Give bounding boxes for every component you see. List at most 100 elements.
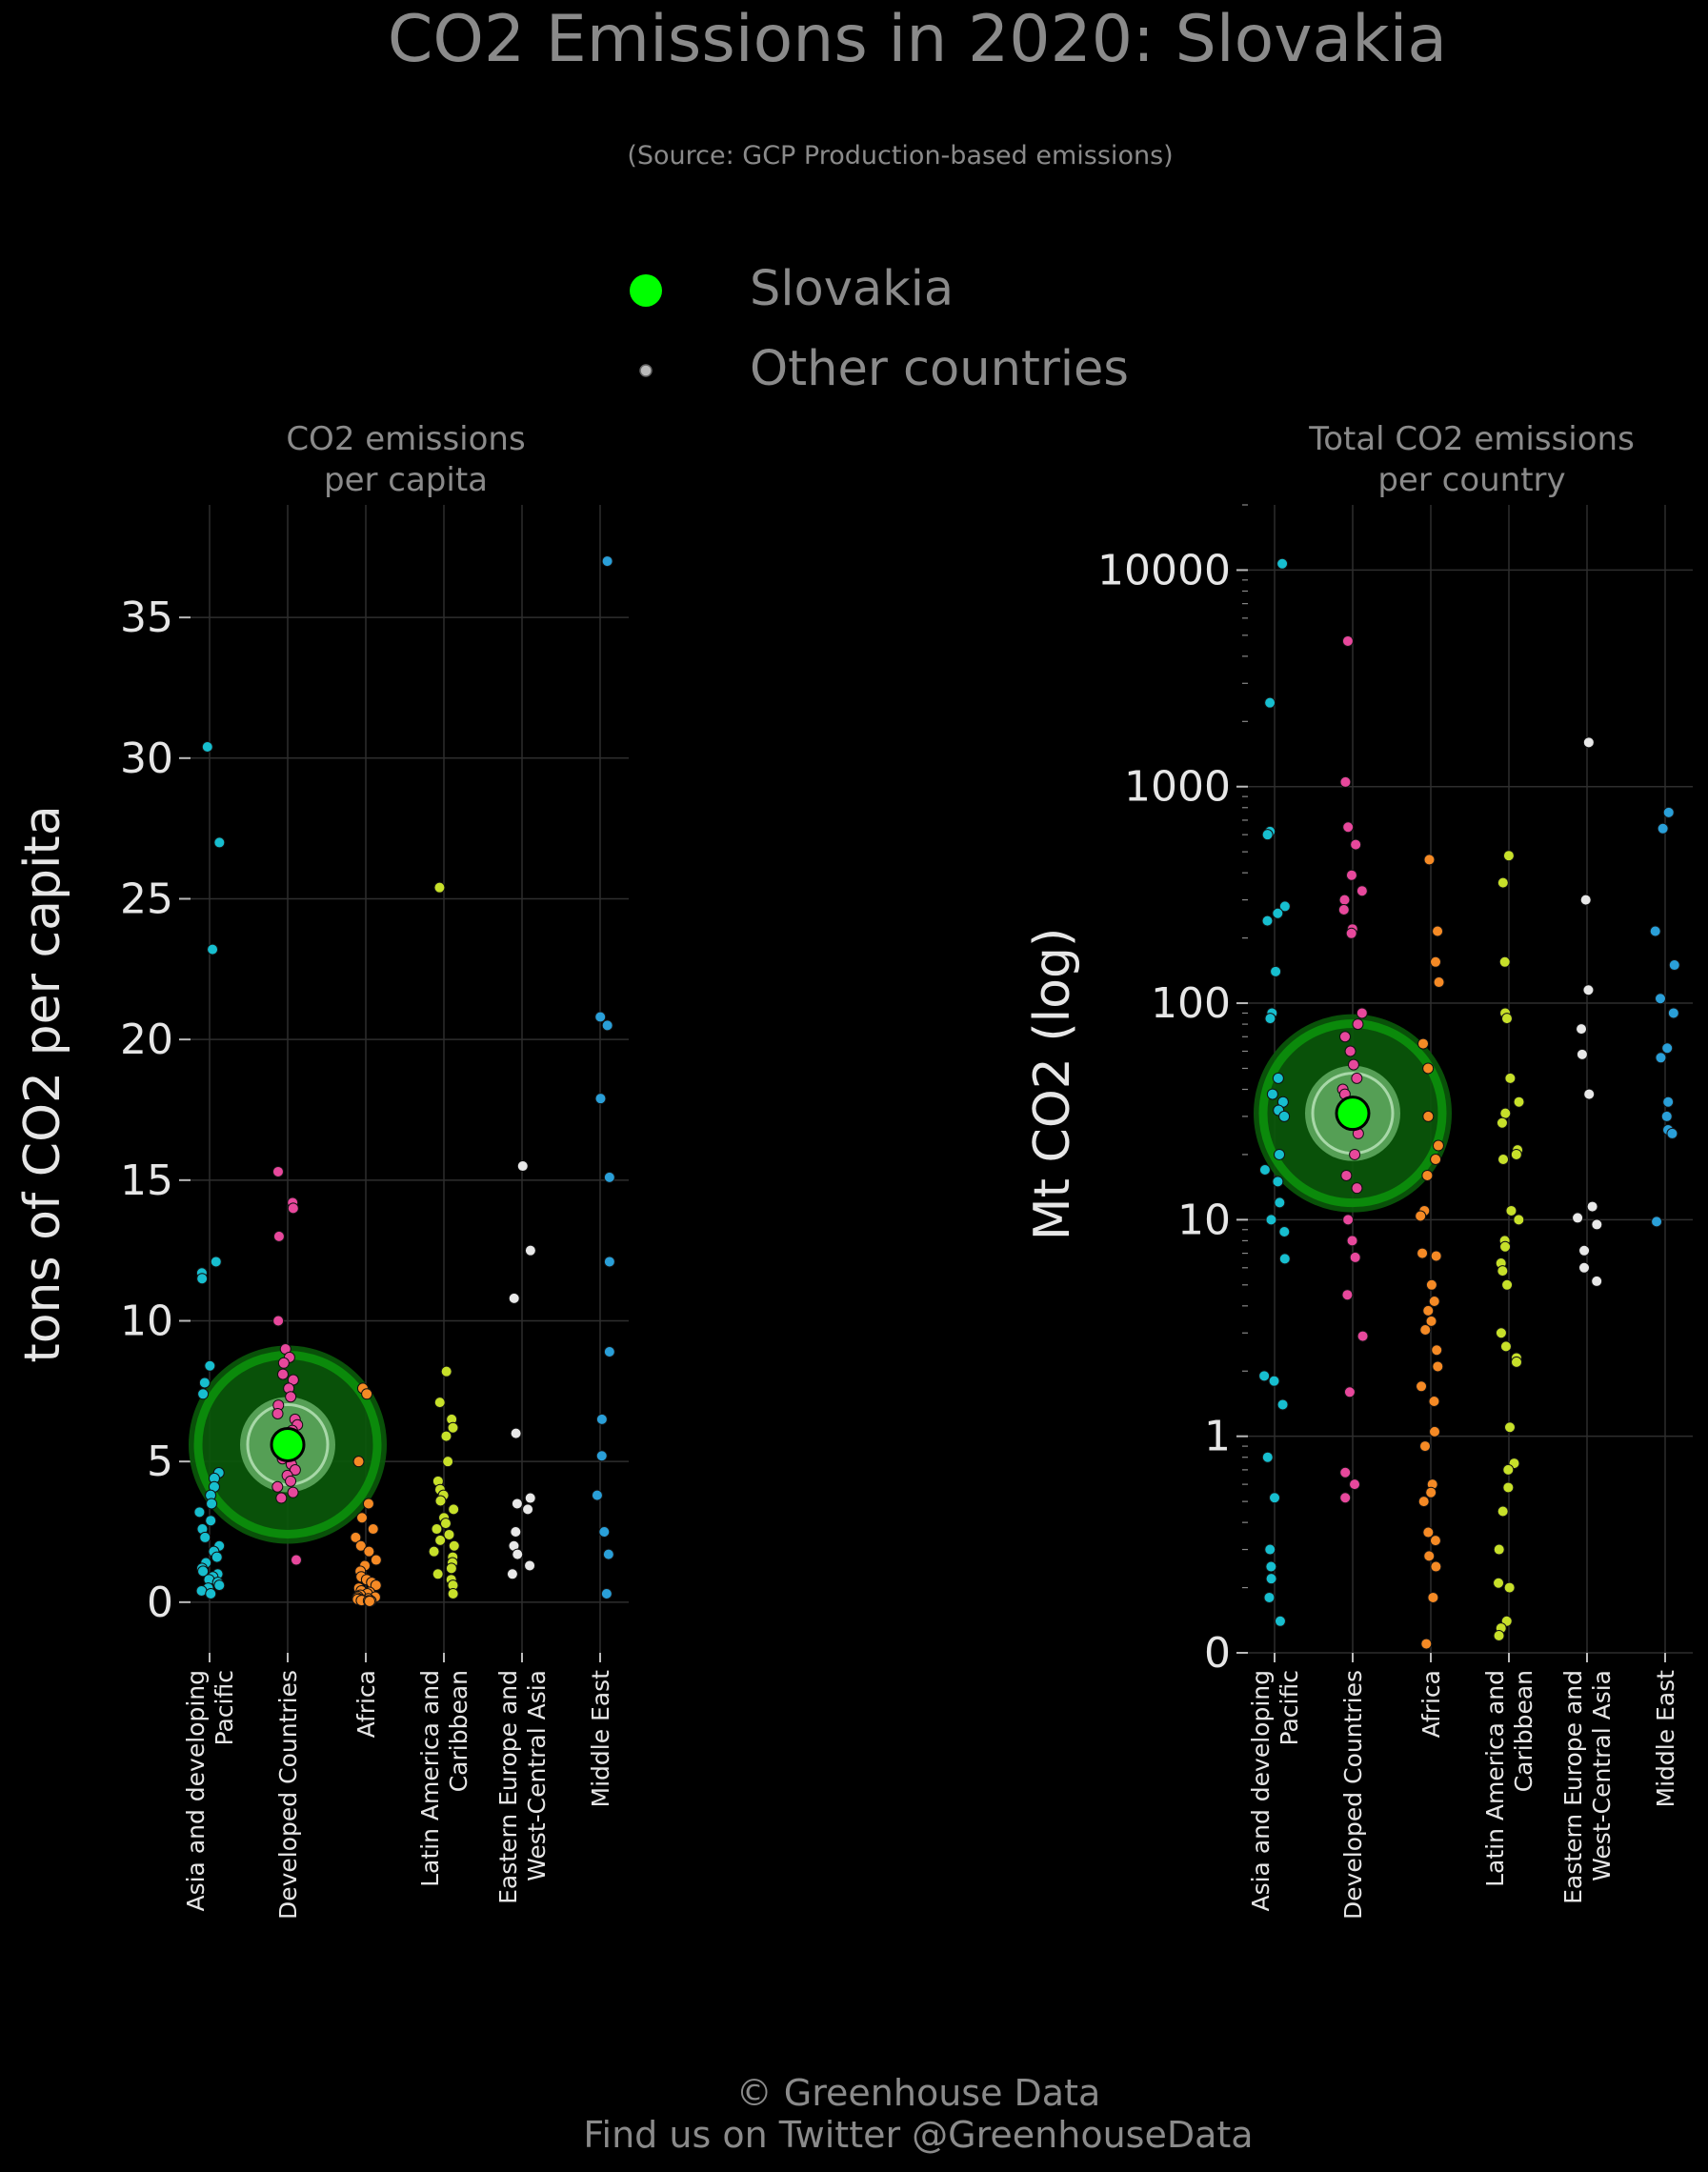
left-data-point <box>205 1515 217 1527</box>
right-data-point <box>1341 634 1354 647</box>
left-data-point <box>603 1345 615 1358</box>
right-data-point <box>1417 1247 1429 1259</box>
chart-subtitle: (Source: GCP Production-based emissions) <box>627 141 1173 171</box>
right-data-point <box>1258 1370 1271 1382</box>
right-panel-title-line2: per country <box>1377 461 1565 499</box>
left-data-point <box>448 1539 460 1552</box>
right-data-point <box>1430 1250 1442 1262</box>
right-data-point <box>1421 1169 1434 1181</box>
right-data-point <box>1263 1591 1276 1603</box>
right-data-point <box>1351 1182 1363 1195</box>
left-data-point <box>272 1230 285 1242</box>
left-data-point <box>440 1430 452 1442</box>
right-data-point <box>1505 1204 1517 1217</box>
left-x-category-label: Eastern Europe and <box>494 1670 522 1904</box>
right-data-point <box>1276 557 1289 570</box>
right-data-point <box>1583 1088 1596 1100</box>
left-data-point <box>524 1492 536 1504</box>
right-data-point <box>1274 1615 1286 1627</box>
right-data-point <box>1351 1072 1363 1084</box>
left-data-point <box>524 1559 536 1572</box>
right-data-point <box>1431 1344 1443 1357</box>
left-x-category-label: Middle East <box>587 1670 614 1808</box>
right-data-point <box>1339 775 1352 788</box>
left-panel-title-line2: per capita <box>324 461 488 499</box>
right-data-point <box>1503 1581 1516 1594</box>
left-data-point <box>271 1480 284 1493</box>
left-data-point <box>356 1512 369 1524</box>
right-data-point <box>1655 1052 1667 1064</box>
right-x-category-label: Latin America and <box>1481 1670 1509 1887</box>
left-data-point <box>522 1503 534 1516</box>
left-data-point <box>350 1531 362 1543</box>
left-y-tick-label: 0 <box>147 1579 173 1627</box>
left-data-point <box>440 1365 452 1378</box>
right-data-point <box>1422 1526 1435 1538</box>
left-data-point <box>602 1548 614 1560</box>
right-data-point <box>1586 1200 1598 1213</box>
right-x-category-label: Eastern Europe and <box>1559 1670 1587 1904</box>
left-data-point <box>510 1526 522 1538</box>
left-data-point <box>289 1464 301 1477</box>
right-data-point <box>1344 1045 1356 1057</box>
right-data-point <box>1430 1154 1442 1166</box>
right-data-point <box>1278 1253 1291 1265</box>
left-data-point <box>352 1456 365 1468</box>
right-data-point <box>1425 1278 1437 1291</box>
right-data-point <box>1272 907 1284 919</box>
right-y-axis-label: Mt CO2 (log) <box>1024 928 1081 1240</box>
left-data-point <box>600 1587 613 1599</box>
left-data-point <box>211 1551 223 1563</box>
right-data-point <box>1432 1360 1444 1373</box>
right-data-point <box>1420 1638 1433 1650</box>
left-y-axis-label: tons of CO2 per capita <box>14 805 71 1362</box>
left-data-point <box>510 1427 522 1439</box>
right-data-point <box>1499 1340 1512 1353</box>
left-data-point <box>196 1273 209 1285</box>
left-y-tick-label: 25 <box>120 875 173 923</box>
left-data-point <box>206 1498 218 1510</box>
left-data-point <box>447 1421 459 1434</box>
left-data-point <box>285 1391 297 1403</box>
right-data-point <box>1666 1127 1678 1139</box>
right-data-point <box>1417 1037 1430 1050</box>
right-data-point <box>1668 959 1680 972</box>
right-data-point <box>1495 1327 1507 1339</box>
left-data-point <box>447 1587 459 1599</box>
left-panel-title-line1: CO2 emissions <box>286 420 525 458</box>
left-data-point <box>271 1165 284 1177</box>
right-x-category-label: Africa <box>1417 1670 1445 1738</box>
right-data-point <box>1272 1072 1284 1084</box>
right-panel-title-line1: Total CO2 emissions <box>1308 420 1635 458</box>
left-data-point <box>432 1568 444 1580</box>
legend-highlight-marker <box>630 274 662 307</box>
left-data-point <box>595 1450 608 1462</box>
right-data-point <box>1422 1062 1435 1075</box>
right-data-point <box>1349 1251 1361 1263</box>
left-data-point <box>287 1486 299 1498</box>
left-x-category-label: Asia and developing <box>182 1670 210 1912</box>
right-data-point <box>1503 1421 1516 1434</box>
right-data-point <box>1422 1304 1435 1317</box>
left-data-point <box>201 740 213 753</box>
right-data-point <box>1264 1013 1276 1025</box>
right-data-point <box>1423 854 1436 866</box>
right-panel-total: 0 1 10 100 1000 10000 Asia and developing Pacif… <box>1097 504 1693 1920</box>
right-data-point <box>1342 821 1355 834</box>
left-data-point <box>285 1475 297 1487</box>
right-y-tick-label: 0 <box>1204 1629 1231 1678</box>
right-data-point <box>1493 1577 1505 1589</box>
right-data-point <box>1341 1289 1354 1301</box>
right-data-point <box>1572 1212 1584 1224</box>
right-data-point <box>1274 1148 1286 1160</box>
right-data-point <box>1272 1176 1284 1188</box>
left-data-point <box>198 1377 211 1389</box>
right-data-point <box>1261 829 1274 841</box>
right-data-point <box>1343 1386 1356 1398</box>
right-data-point <box>1264 1543 1276 1556</box>
right-data-point <box>1497 876 1509 889</box>
right-data-point <box>1345 869 1357 881</box>
legend: Slovakia Other countries <box>630 261 1129 397</box>
right-data-point <box>1660 1110 1673 1122</box>
